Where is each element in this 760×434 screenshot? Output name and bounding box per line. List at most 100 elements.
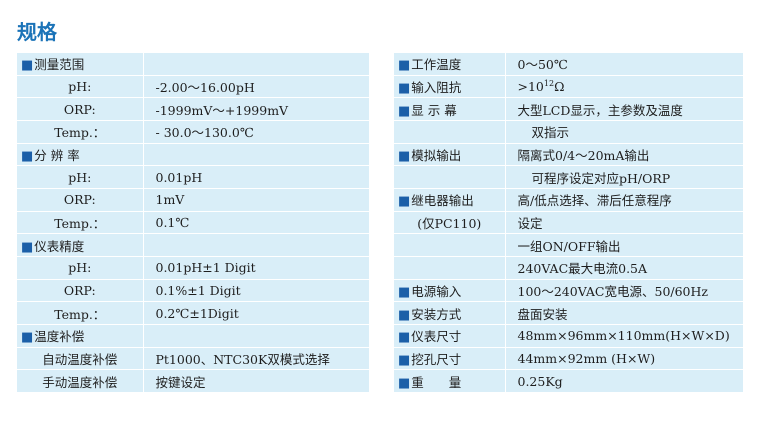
spec-row: ■测量范围 [17, 53, 369, 76]
spec-value: 44mm×92mm (H×W) [505, 347, 743, 371]
section-label: 显 示 幕 [411, 102, 457, 118]
square-bullet-icon: ■ [21, 330, 34, 346]
spec-row: 240VAC最大电流0.5A [394, 256, 743, 280]
spec-value: - 30.0～130.0℃ [143, 120, 369, 144]
square-bullet-icon: ■ [398, 375, 411, 391]
value-text: 0～50℃ [517, 57, 568, 73]
value-text: >10 [517, 79, 544, 95]
spec-value [143, 143, 369, 167]
spec-key: ■测量范围 [17, 53, 144, 76]
spec-value: 0.1%±1 Digit [143, 279, 369, 303]
spec-key: Temp.： [17, 301, 144, 325]
spec-key: 手动温度补偿 [17, 369, 144, 393]
spec-value [143, 233, 369, 257]
square-bullet-icon: ■ [398, 103, 411, 119]
spec-key: 自动温度补偿 [17, 347, 144, 371]
left-spec-table: ■测量范围 pH: -2.00～16.00pH ORP: -1999mV～+1999mV… [17, 53, 369, 393]
value-text: -2.00～16.00pH [155, 79, 255, 95]
value-text: 1mV [155, 192, 185, 208]
spec-row: 一组ON/OFF输出 [394, 233, 743, 257]
spec-value: Pt1000、NTC30K双模式选择 [143, 347, 369, 371]
value-text: 0.01pH [155, 169, 203, 185]
value-text: -1999mV～+1999mV [155, 102, 289, 118]
spec-key: ■安装方式 [394, 301, 506, 325]
spec-key: ■电源输入 [394, 279, 506, 303]
section-label: 输入阻抗 [411, 79, 462, 95]
square-bullet-icon: ■ [398, 352, 411, 368]
square-bullet-icon: ■ [398, 330, 411, 346]
spec-row: pH: 0.01pH±1 Digit [17, 256, 369, 280]
spec-key: Temp.： [17, 120, 144, 144]
value-text: 可程序设定对应pH/ORP [531, 170, 671, 186]
spec-row: ORP: -1999mV～+1999mV [17, 97, 369, 121]
spec-value: 240VAC最大电流0.5A [505, 256, 743, 280]
section-label: 电源输入 [411, 283, 462, 299]
spec-row: ■温度补偿 [17, 324, 369, 348]
page-title: 规格 [17, 20, 57, 44]
spec-value [143, 324, 369, 348]
square-bullet-icon: ■ [21, 239, 34, 255]
spec-key [394, 165, 506, 189]
value-text: - 30.0～130.0℃ [155, 125, 254, 141]
value-text: 0.1%±1 Digit [155, 282, 241, 298]
value-text: 隔离式0/4～20mA输出 [517, 147, 650, 163]
section-label: 继电器输出 [411, 193, 474, 209]
section-label: 工作温度 [411, 57, 462, 73]
section-label: 安装方式 [411, 306, 462, 322]
spec-row: ■仪表精度 [17, 233, 369, 257]
square-bullet-icon: ■ [398, 194, 411, 210]
spec-row: ■电源输入 100～240VAC宽电源、50/60Hz [394, 279, 743, 303]
spec-value: 一组ON/OFF输出 [505, 233, 743, 257]
spec-row: ■仪表尺寸 48mm×96mm×110mm(H×W×D) [394, 324, 743, 348]
square-bullet-icon: ■ [398, 80, 411, 96]
spec-key: pH: [17, 165, 144, 189]
value-text: 0.01pH±1 Digit [155, 260, 256, 276]
spec-key: ■仪表尺寸 [394, 324, 506, 348]
value-text: 高/低点选择、滞后任意程序 [517, 193, 672, 209]
spec-key: ■模拟输出 [394, 143, 506, 167]
spec-value: -2.00～16.00pH [143, 75, 369, 99]
section-label: 模拟输出 [411, 147, 462, 163]
spec-row: ■模拟输出 隔离式0/4～20mA输出 [394, 143, 743, 167]
section-label: 挖孔尺寸 [411, 351, 462, 367]
value-text: Pt1000、NTC30K双模式选择 [155, 351, 330, 367]
section-label: 仪表尺寸 [411, 329, 462, 345]
section-label: 分 辨 率 [34, 147, 80, 163]
spec-row: ■输入阻抗 >1012Ω [394, 75, 743, 99]
spec-row: ■重 量 0.25Kg [394, 369, 743, 393]
spec-value: 按键设定 [143, 369, 369, 393]
spec-key: ■工作温度 [394, 53, 506, 76]
spec-key: ■分 辨 率 [17, 143, 144, 167]
value-text: 0.25Kg [517, 373, 563, 389]
section-label: 测量范围 [34, 57, 85, 73]
spec-row: ■挖孔尺寸 44mm×92mm (H×W) [394, 347, 743, 371]
spec-row: (仅PC110) 设定 [394, 211, 743, 235]
spec-key: Temp.： [17, 211, 144, 235]
spec-key: ORP: [17, 279, 144, 303]
section-label: 温度补偿 [34, 329, 85, 345]
value-text: 100～240VAC宽电源、50/60Hz [517, 283, 709, 299]
unit: Ω [554, 79, 565, 95]
spec-row: pH: 0.01pH [17, 165, 369, 189]
spec-key: ■重 量 [394, 369, 506, 393]
spec-row: Temp.： 0.2℃±1Digit [17, 301, 369, 325]
spec-key: ■挖孔尺寸 [394, 347, 506, 371]
spec-key: ORP: [17, 97, 144, 121]
square-bullet-icon: ■ [398, 307, 411, 323]
spec-row: ■工作温度 0～50℃ [394, 53, 743, 76]
spec-value [143, 53, 369, 76]
value-text: 盘面安装 [517, 306, 568, 322]
spec-key [394, 120, 506, 144]
square-bullet-icon: ■ [21, 58, 34, 74]
section-label: 仪表精度 [34, 238, 85, 254]
spec-row: Temp.： 0.1℃ [17, 211, 369, 235]
value-text: 设定 [517, 215, 543, 231]
spec-value: >1012Ω [505, 75, 743, 99]
spec-value: 可程序设定对应pH/ORP [505, 165, 743, 189]
spec-row: 自动温度补偿 Pt1000、NTC30K双模式选择 [17, 347, 369, 371]
spec-key: ORP: [17, 188, 144, 212]
spec-row: ■分 辨 率 [17, 143, 369, 167]
spec-key: pH: [17, 256, 144, 280]
spec-key: ■显 示 幕 [394, 97, 506, 121]
spec-value: 双指示 [505, 120, 743, 144]
